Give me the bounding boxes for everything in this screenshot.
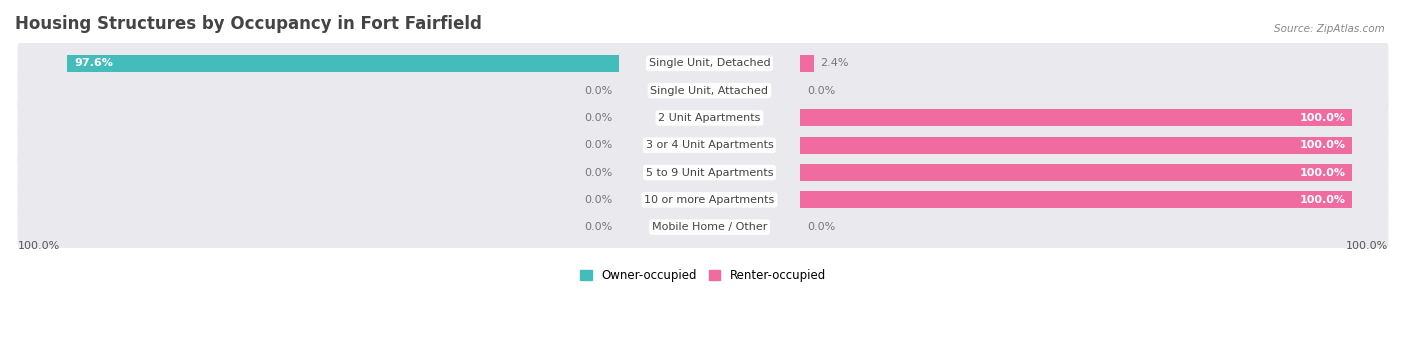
Bar	[67, 55, 619, 72]
Text: 0.0%: 0.0%	[807, 222, 835, 232]
Text: 100.0%: 100.0%	[18, 241, 60, 251]
Bar	[800, 164, 1353, 181]
Text: 0.0%: 0.0%	[583, 168, 612, 177]
Text: 97.6%: 97.6%	[75, 58, 112, 68]
Text: 100.0%: 100.0%	[1346, 241, 1388, 251]
Text: 100.0%: 100.0%	[1299, 168, 1346, 177]
Bar	[800, 109, 1353, 127]
Text: Single Unit, Attached: Single Unit, Attached	[651, 86, 769, 96]
FancyBboxPatch shape	[18, 150, 1388, 195]
Text: 0.0%: 0.0%	[583, 140, 612, 150]
Text: 5 to 9 Unit Apartments: 5 to 9 Unit Apartments	[645, 168, 773, 177]
Text: 0.0%: 0.0%	[583, 113, 612, 123]
Text: 2 Unit Apartments: 2 Unit Apartments	[658, 113, 761, 123]
Text: 3 or 4 Unit Apartments: 3 or 4 Unit Apartments	[645, 140, 773, 150]
Text: Mobile Home / Other: Mobile Home / Other	[652, 222, 768, 232]
FancyBboxPatch shape	[18, 123, 1388, 168]
Text: 0.0%: 0.0%	[583, 222, 612, 232]
FancyBboxPatch shape	[18, 95, 1388, 141]
Text: 0.0%: 0.0%	[583, 195, 612, 205]
FancyBboxPatch shape	[18, 41, 1388, 86]
Text: 100.0%: 100.0%	[1299, 113, 1346, 123]
Text: 100.0%: 100.0%	[1299, 195, 1346, 205]
Bar	[800, 192, 1353, 208]
FancyBboxPatch shape	[18, 177, 1388, 222]
Text: Source: ZipAtlas.com: Source: ZipAtlas.com	[1274, 24, 1385, 34]
Text: 10 or more Apartments: 10 or more Apartments	[644, 195, 775, 205]
Text: 100.0%: 100.0%	[1299, 140, 1346, 150]
Text: 2.4%: 2.4%	[820, 58, 849, 68]
Bar	[800, 55, 814, 72]
Text: 0.0%: 0.0%	[807, 86, 835, 96]
Text: Single Unit, Detached: Single Unit, Detached	[648, 58, 770, 68]
FancyBboxPatch shape	[18, 205, 1388, 250]
Text: 0.0%: 0.0%	[583, 86, 612, 96]
Legend: Owner-occupied, Renter-occupied: Owner-occupied, Renter-occupied	[575, 264, 831, 287]
Bar	[800, 137, 1353, 154]
FancyBboxPatch shape	[18, 68, 1388, 113]
Text: Housing Structures by Occupancy in Fort Fairfield: Housing Structures by Occupancy in Fort …	[15, 15, 482, 33]
